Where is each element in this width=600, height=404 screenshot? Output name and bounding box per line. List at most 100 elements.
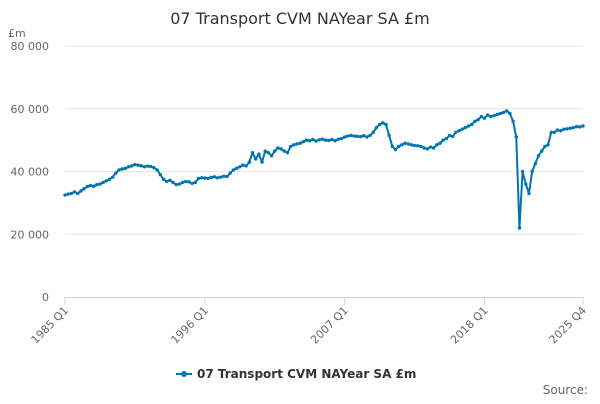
- data-point[interactable]: [317, 138, 321, 142]
- data-point[interactable]: [482, 116, 487, 120]
- data-point[interactable]: [441, 138, 445, 142]
- data-point[interactable]: [527, 191, 531, 196]
- data-point[interactable]: [288, 144, 293, 149]
- data-point[interactable]: [422, 146, 426, 150]
- data-point[interactable]: [250, 150, 255, 155]
- legend[interactable]: 07 Transport CVM NAYear SA £m: [176, 367, 416, 381]
- data-point[interactable]: [304, 138, 309, 142]
- data-point[interactable]: [485, 113, 490, 117]
- data-point[interactable]: [555, 128, 560, 132]
- data-point[interactable]: [279, 147, 283, 151]
- data-point[interactable]: [517, 226, 522, 230]
- data-point[interactable]: [320, 137, 325, 141]
- data-point[interactable]: [104, 179, 109, 183]
- data-point[interactable]: [451, 134, 455, 139]
- data-point[interactable]: [578, 125, 582, 129]
- data-point[interactable]: [215, 176, 220, 180]
- data-point[interactable]: [435, 143, 439, 147]
- data-point[interactable]: [489, 114, 493, 119]
- data-point[interactable]: [520, 169, 525, 174]
- data-point[interactable]: [428, 145, 433, 149]
- data-point[interactable]: [387, 133, 391, 138]
- data-point[interactable]: [285, 150, 290, 155]
- data-point[interactable]: [95, 182, 99, 187]
- data-point[interactable]: [396, 144, 401, 149]
- data-point[interactable]: [136, 163, 140, 167]
- data-point[interactable]: [66, 192, 70, 196]
- data-point[interactable]: [533, 161, 538, 166]
- data-point[interactable]: [177, 182, 182, 186]
- data-point[interactable]: [161, 177, 166, 182]
- data-point[interactable]: [292, 143, 296, 147]
- data-point[interactable]: [133, 162, 137, 167]
- data-point[interactable]: [546, 143, 550, 147]
- data-point[interactable]: [76, 191, 80, 196]
- data-point[interactable]: [466, 124, 471, 128]
- data-point[interactable]: [63, 193, 67, 197]
- data-point[interactable]: [457, 129, 461, 133]
- data-point[interactable]: [171, 180, 175, 185]
- data-point[interactable]: [69, 191, 74, 196]
- data-point[interactable]: [568, 126, 572, 130]
- data-point[interactable]: [425, 147, 429, 151]
- data-point[interactable]: [107, 177, 112, 182]
- data-point[interactable]: [393, 147, 398, 152]
- data-point[interactable]: [412, 143, 417, 148]
- data-point[interactable]: [406, 142, 410, 146]
- data-point[interactable]: [330, 137, 334, 142]
- data-point[interactable]: [460, 127, 464, 131]
- data-point[interactable]: [536, 154, 541, 158]
- data-point[interactable]: [384, 122, 388, 127]
- data-point[interactable]: [327, 138, 331, 143]
- data-point[interactable]: [479, 114, 484, 119]
- data-point[interactable]: [199, 176, 204, 180]
- data-point[interactable]: [145, 164, 150, 168]
- data-point[interactable]: [273, 149, 277, 153]
- data-point[interactable]: [476, 118, 480, 122]
- data-point[interactable]: [110, 175, 115, 179]
- data-point[interactable]: [463, 125, 468, 130]
- data-point[interactable]: [193, 180, 197, 185]
- data-point[interactable]: [295, 142, 299, 146]
- data-point[interactable]: [219, 175, 223, 179]
- data-point[interactable]: [419, 144, 423, 149]
- data-point[interactable]: [88, 183, 93, 188]
- data-point[interactable]: [72, 190, 77, 194]
- data-point[interactable]: [301, 139, 306, 144]
- data-point[interactable]: [498, 111, 503, 116]
- data-point[interactable]: [212, 175, 217, 179]
- data-point[interactable]: [390, 144, 395, 149]
- data-point[interactable]: [266, 150, 271, 155]
- data-point[interactable]: [142, 165, 147, 169]
- data-point[interactable]: [571, 125, 576, 130]
- data-point[interactable]: [377, 122, 382, 127]
- data-point[interactable]: [543, 144, 547, 149]
- data-point[interactable]: [470, 122, 474, 127]
- data-point[interactable]: [530, 169, 534, 174]
- data-point[interactable]: [187, 180, 191, 184]
- data-point[interactable]: [225, 174, 229, 179]
- data-point[interactable]: [365, 135, 369, 139]
- data-point[interactable]: [263, 149, 267, 153]
- data-point[interactable]: [524, 182, 528, 186]
- data-point[interactable]: [152, 166, 156, 170]
- data-point[interactable]: [374, 125, 379, 130]
- data-point[interactable]: [514, 135, 518, 139]
- data-point[interactable]: [454, 130, 458, 134]
- data-point[interactable]: [349, 133, 353, 138]
- data-point[interactable]: [114, 171, 118, 175]
- data-point[interactable]: [130, 164, 134, 168]
- data-point[interactable]: [552, 130, 557, 134]
- data-point[interactable]: [260, 160, 264, 164]
- data-point[interactable]: [85, 184, 89, 189]
- data-point[interactable]: [206, 176, 210, 181]
- data-point[interactable]: [505, 109, 509, 113]
- data-point[interactable]: [203, 176, 207, 180]
- data-point[interactable]: [403, 141, 407, 145]
- data-point[interactable]: [79, 189, 83, 193]
- data-point[interactable]: [276, 146, 280, 150]
- data-point[interactable]: [120, 167, 124, 171]
- data-point[interactable]: [400, 143, 404, 147]
- data-point[interactable]: [581, 124, 585, 128]
- data-point[interactable]: [269, 154, 274, 158]
